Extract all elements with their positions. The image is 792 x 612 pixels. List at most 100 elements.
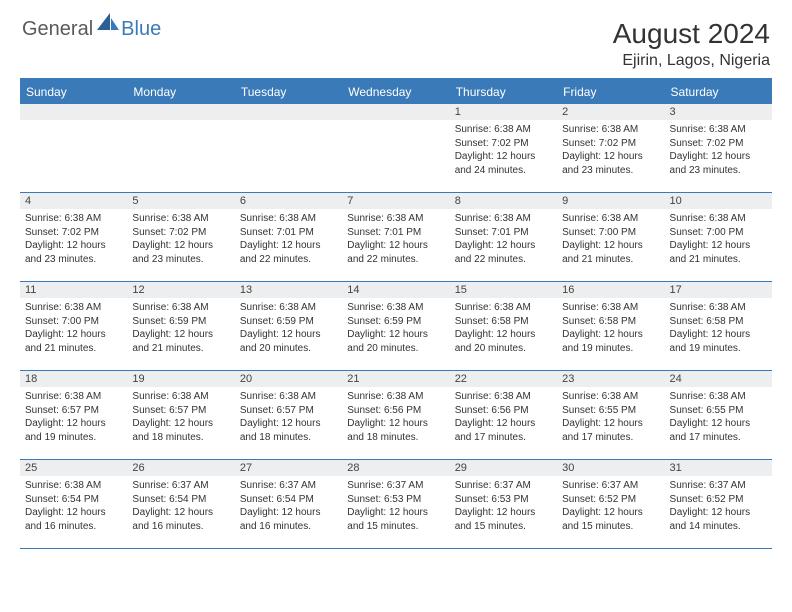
day-body: Sunrise: 6:37 AMSunset: 6:54 PMDaylight:…: [235, 476, 342, 538]
day-line: and 21 minutes.: [670, 253, 767, 267]
day-cell: 7Sunrise: 6:38 AMSunset: 7:01 PMDaylight…: [342, 193, 449, 281]
title-block: August 2024 Ejirin, Lagos, Nigeria: [613, 18, 770, 70]
day-cell: 6Sunrise: 6:38 AMSunset: 7:01 PMDaylight…: [235, 193, 342, 281]
day-line: Sunset: 6:57 PM: [25, 404, 122, 418]
day-number: 21: [342, 371, 449, 387]
day-line: Daylight: 12 hours: [25, 417, 122, 431]
day-cell: 2Sunrise: 6:38 AMSunset: 7:02 PMDaylight…: [557, 104, 664, 192]
day-line: Sunset: 6:52 PM: [670, 493, 767, 507]
day-line: Sunrise: 6:38 AM: [562, 212, 659, 226]
day-body: Sunrise: 6:37 AMSunset: 6:54 PMDaylight:…: [127, 476, 234, 538]
day-line: Sunset: 6:58 PM: [562, 315, 659, 329]
day-line: Sunset: 7:02 PM: [455, 137, 552, 151]
day-line: Daylight: 12 hours: [347, 239, 444, 253]
day-line: and 16 minutes.: [25, 520, 122, 534]
day-number: 16: [557, 282, 664, 298]
day-number: 20: [235, 371, 342, 387]
day-cell: 10Sunrise: 6:38 AMSunset: 7:00 PMDayligh…: [665, 193, 772, 281]
day-line: Daylight: 12 hours: [455, 239, 552, 253]
day-number: [20, 104, 127, 120]
day-cell: 9Sunrise: 6:38 AMSunset: 7:00 PMDaylight…: [557, 193, 664, 281]
header: General Blue August 2024 Ejirin, Lagos, …: [0, 0, 792, 78]
day-body: Sunrise: 6:38 AMSunset: 6:59 PMDaylight:…: [127, 298, 234, 360]
day-cell: 17Sunrise: 6:38 AMSunset: 6:58 PMDayligh…: [665, 282, 772, 370]
day-number: 14: [342, 282, 449, 298]
location: Ejirin, Lagos, Nigeria: [613, 52, 770, 70]
day-body: Sunrise: 6:38 AMSunset: 6:58 PMDaylight:…: [665, 298, 772, 360]
day-number: 12: [127, 282, 234, 298]
day-line: Daylight: 12 hours: [562, 150, 659, 164]
day-number: 31: [665, 460, 772, 476]
day-line: Sunrise: 6:38 AM: [132, 390, 229, 404]
day-line: Sunrise: 6:37 AM: [240, 479, 337, 493]
week-row: 4Sunrise: 6:38 AMSunset: 7:02 PMDaylight…: [20, 193, 772, 282]
day-number: 30: [557, 460, 664, 476]
day-cell: 20Sunrise: 6:38 AMSunset: 6:57 PMDayligh…: [235, 371, 342, 459]
day-body: Sunrise: 6:38 AMSunset: 7:00 PMDaylight:…: [20, 298, 127, 360]
day-line: and 20 minutes.: [240, 342, 337, 356]
day-line: Daylight: 12 hours: [670, 239, 767, 253]
day-line: Daylight: 12 hours: [455, 417, 552, 431]
day-cell: 30Sunrise: 6:37 AMSunset: 6:52 PMDayligh…: [557, 460, 664, 548]
day-line: Daylight: 12 hours: [562, 239, 659, 253]
day-number: 1: [450, 104, 557, 120]
day-line: Sunset: 6:57 PM: [240, 404, 337, 418]
day-cell: 29Sunrise: 6:37 AMSunset: 6:53 PMDayligh…: [450, 460, 557, 548]
week-row: 25Sunrise: 6:38 AMSunset: 6:54 PMDayligh…: [20, 460, 772, 549]
weekday-header: Tuesday: [235, 80, 342, 104]
day-line: Sunset: 6:58 PM: [670, 315, 767, 329]
day-line: Sunset: 6:58 PM: [455, 315, 552, 329]
calendar: SundayMondayTuesdayWednesdayThursdayFrid…: [20, 78, 772, 549]
day-line: Daylight: 12 hours: [455, 328, 552, 342]
day-line: Sunset: 6:54 PM: [240, 493, 337, 507]
day-line: and 21 minutes.: [562, 253, 659, 267]
day-line: and 16 minutes.: [240, 520, 337, 534]
day-line: and 23 minutes.: [132, 253, 229, 267]
day-cell: 16Sunrise: 6:38 AMSunset: 6:58 PMDayligh…: [557, 282, 664, 370]
day-line: and 16 minutes.: [132, 520, 229, 534]
day-cell: 26Sunrise: 6:37 AMSunset: 6:54 PMDayligh…: [127, 460, 234, 548]
day-cell: 25Sunrise: 6:38 AMSunset: 6:54 PMDayligh…: [20, 460, 127, 548]
day-body: [127, 120, 234, 128]
day-line: Sunset: 6:53 PM: [347, 493, 444, 507]
day-line: Sunset: 6:59 PM: [240, 315, 337, 329]
day-body: Sunrise: 6:38 AMSunset: 6:54 PMDaylight:…: [20, 476, 127, 538]
day-line: and 17 minutes.: [562, 431, 659, 445]
logo-text-b: Blue: [121, 18, 161, 41]
day-line: Sunrise: 6:38 AM: [132, 212, 229, 226]
day-body: Sunrise: 6:37 AMSunset: 6:53 PMDaylight:…: [342, 476, 449, 538]
month-title: August 2024: [613, 18, 770, 50]
day-number: 29: [450, 460, 557, 476]
day-line: Sunset: 7:02 PM: [670, 137, 767, 151]
day-line: Daylight: 12 hours: [670, 506, 767, 520]
day-line: and 23 minutes.: [670, 164, 767, 178]
weekday-header: Friday: [557, 80, 664, 104]
weekday-row: SundayMondayTuesdayWednesdayThursdayFrid…: [20, 80, 772, 104]
day-line: and 23 minutes.: [562, 164, 659, 178]
day-cell: 11Sunrise: 6:38 AMSunset: 7:00 PMDayligh…: [20, 282, 127, 370]
day-line: and 18 minutes.: [347, 431, 444, 445]
day-number: 27: [235, 460, 342, 476]
day-cell: 14Sunrise: 6:38 AMSunset: 6:59 PMDayligh…: [342, 282, 449, 370]
day-line: Sunrise: 6:38 AM: [670, 301, 767, 315]
day-line: Sunset: 7:01 PM: [240, 226, 337, 240]
day-line: and 19 minutes.: [562, 342, 659, 356]
day-line: Sunrise: 6:37 AM: [670, 479, 767, 493]
day-number: 4: [20, 193, 127, 209]
day-line: Sunrise: 6:38 AM: [240, 390, 337, 404]
day-line: Daylight: 12 hours: [455, 506, 552, 520]
week-row: 11Sunrise: 6:38 AMSunset: 7:00 PMDayligh…: [20, 282, 772, 371]
day-body: Sunrise: 6:37 AMSunset: 6:52 PMDaylight:…: [665, 476, 772, 538]
day-line: Sunrise: 6:38 AM: [670, 212, 767, 226]
day-cell: 27Sunrise: 6:37 AMSunset: 6:54 PMDayligh…: [235, 460, 342, 548]
day-line: Sunset: 6:56 PM: [455, 404, 552, 418]
day-line: Daylight: 12 hours: [562, 506, 659, 520]
day-cell: 18Sunrise: 6:38 AMSunset: 6:57 PMDayligh…: [20, 371, 127, 459]
day-number: 19: [127, 371, 234, 387]
day-number: [342, 104, 449, 120]
day-line: Daylight: 12 hours: [347, 328, 444, 342]
day-line: Daylight: 12 hours: [562, 328, 659, 342]
day-line: Daylight: 12 hours: [670, 150, 767, 164]
day-cell: [342, 104, 449, 192]
weekday-header: Sunday: [20, 80, 127, 104]
